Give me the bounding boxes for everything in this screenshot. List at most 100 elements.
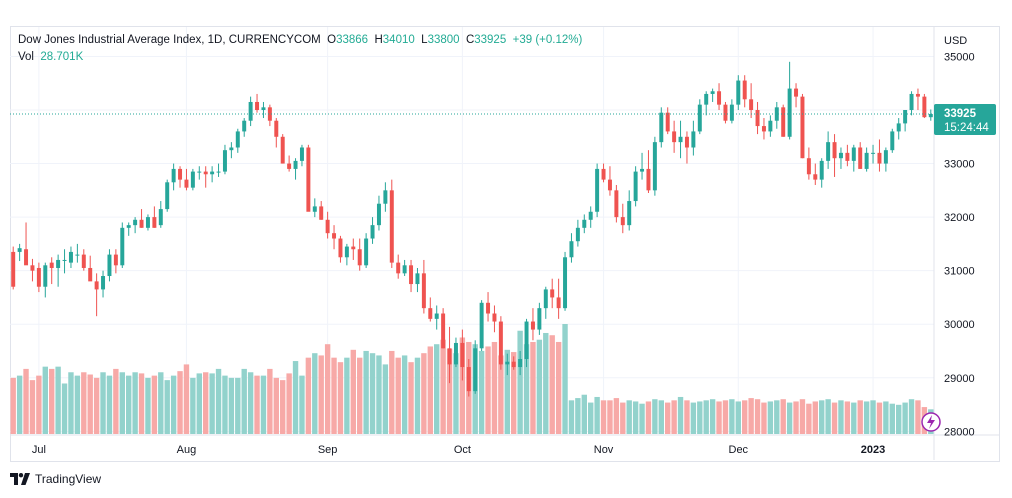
- candle-body: [569, 241, 574, 258]
- candle: [473, 340, 478, 394]
- candle-body: [704, 93, 709, 105]
- candle-body: [511, 361, 516, 368]
- candle: [883, 147, 888, 172]
- candle-body: [216, 171, 221, 173]
- candle-body: [890, 131, 895, 151]
- volume-bar: [401, 355, 408, 434]
- chart-frame: [10, 26, 1000, 462]
- volume-bar: [427, 346, 433, 434]
- candle: [575, 219, 580, 247]
- legend-title: Dow Jones Industrial Average Index, 1D, …: [18, 34, 321, 46]
- close-value: 33925: [474, 34, 507, 46]
- candle-body: [595, 168, 600, 212]
- candle: [665, 107, 670, 135]
- candle-body: [421, 273, 426, 309]
- high-value: 34010: [382, 34, 415, 46]
- candle: [332, 225, 337, 250]
- volume-bar: [786, 402, 793, 434]
- candle: [723, 101, 728, 124]
- events-lightning-icon[interactable]: [921, 412, 941, 432]
- volume-bar: [350, 349, 356, 434]
- volume-bar: [55, 366, 61, 434]
- candle-body: [396, 262, 401, 274]
- volume-bar: [324, 344, 331, 434]
- tradingview-brand[interactable]: TradingView: [10, 472, 101, 486]
- candle: [537, 302, 542, 335]
- volume-legend: Vol 28.701K: [18, 51, 83, 63]
- volume-bar: [170, 375, 177, 434]
- volume-bar: [896, 404, 902, 434]
- volume-bar: [61, 383, 68, 434]
- candle-body: [383, 190, 388, 204]
- candle-body: [518, 359, 523, 368]
- volume-bar: [376, 355, 382, 434]
- volume-bar: [369, 353, 376, 434]
- candle: [165, 179, 170, 212]
- candle-body: [81, 254, 86, 268]
- volume-bar: [126, 375, 132, 434]
- volume-bar: [260, 375, 267, 434]
- low-value: 33800: [427, 34, 460, 46]
- candle: [787, 61, 792, 140]
- candle-body: [787, 88, 792, 137]
- candle: [152, 206, 157, 228]
- volume-bar: [119, 372, 125, 434]
- candle: [511, 356, 516, 370]
- volume-bar: [164, 380, 170, 434]
- volume-bar: [568, 400, 575, 434]
- candle-body: [601, 168, 606, 180]
- x-tick-label: Oct: [454, 444, 471, 456]
- volume-bar: [408, 362, 414, 434]
- candle-body: [248, 101, 253, 121]
- candle-body: [774, 107, 779, 121]
- volume-bar: [247, 372, 254, 434]
- candle: [203, 166, 208, 188]
- candle: [794, 83, 799, 108]
- candle: [210, 166, 215, 183]
- volume-bar: [36, 375, 42, 434]
- candle-body: [428, 308, 433, 319]
- candle-body: [126, 225, 131, 228]
- volume-bar: [312, 353, 318, 434]
- candle: [684, 131, 689, 164]
- candle: [325, 211, 330, 239]
- candle: [915, 88, 920, 111]
- candle: [229, 142, 234, 159]
- candle-body: [620, 217, 625, 226]
- candle-body: [24, 249, 29, 266]
- candle-body: [729, 104, 734, 121]
- volume-bar: [883, 401, 889, 434]
- candle-body: [434, 313, 439, 319]
- candle: [826, 131, 831, 169]
- volume-bar: [812, 401, 818, 434]
- candle-body: [858, 147, 863, 169]
- volume-bar: [703, 400, 709, 434]
- candle-body: [633, 171, 638, 202]
- volume-bar: [337, 362, 344, 434]
- candle-body: [280, 136, 285, 164]
- volume-bar: [241, 368, 247, 434]
- candle-body: [877, 152, 882, 164]
- candle: [909, 91, 914, 116]
- candle-body: [524, 321, 529, 360]
- candle: [659, 107, 664, 148]
- candle: [274, 118, 279, 148]
- candle-body: [222, 150, 227, 172]
- candle-body: [120, 227, 125, 266]
- candle: [178, 166, 183, 188]
- candle-body: [736, 80, 741, 105]
- candle: [364, 233, 369, 268]
- candle: [415, 267, 420, 293]
- candle-body: [640, 168, 645, 172]
- candle-body: [325, 219, 330, 234]
- candlestick-chart[interactable]: USD2800029000300003100032000330003400035…: [0, 0, 1012, 470]
- volume-bar: [517, 330, 523, 434]
- candle-body: [883, 150, 888, 164]
- volume-bar: [908, 399, 915, 434]
- candle: [351, 238, 356, 260]
- candle-body: [492, 313, 497, 322]
- candle: [582, 214, 587, 234]
- volume-bar: [780, 399, 786, 434]
- volume-label: Vol: [18, 51, 34, 63]
- candle: [68, 246, 73, 268]
